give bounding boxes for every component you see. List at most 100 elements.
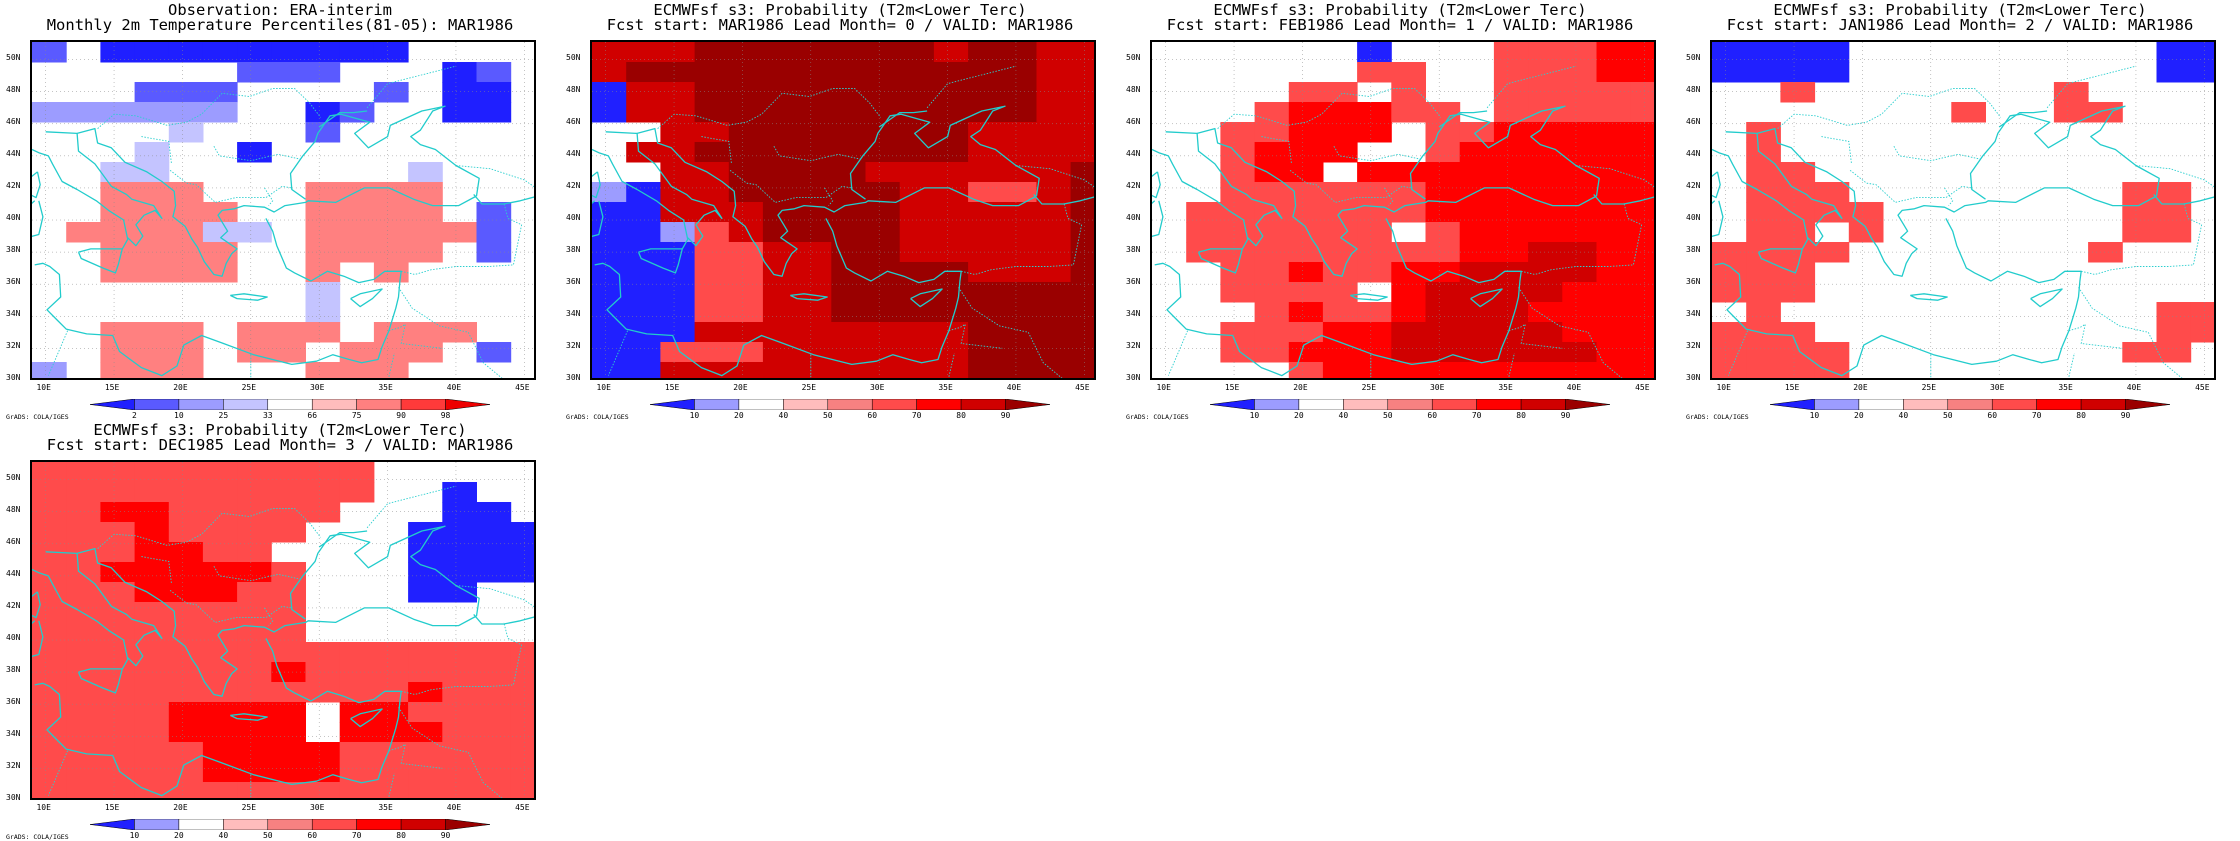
country-border — [1893, 145, 1981, 162]
grid-cell — [1459, 362, 1495, 378]
grid-cell — [168, 522, 204, 543]
grid-cell — [592, 202, 627, 223]
grid-cell — [271, 642, 306, 663]
lat-tick-label: 50N — [6, 52, 21, 62]
country-border — [1944, 187, 1954, 206]
grid-cell — [865, 122, 901, 143]
grid-cell — [237, 542, 272, 563]
grid-cell — [933, 262, 969, 283]
grid-cell — [1322, 342, 1358, 363]
grid-cell — [865, 82, 901, 103]
grid-cell — [202, 262, 238, 283]
grid-cell — [1746, 242, 1781, 263]
grid-cell — [202, 482, 238, 503]
lon-tick-label: 30E — [309, 383, 325, 392]
grid-cell — [305, 302, 341, 323]
grid-cell — [202, 522, 238, 543]
grid-cell — [442, 782, 477, 798]
grid-cell — [1562, 242, 1597, 263]
grid-cell — [1391, 302, 1426, 323]
forecast-panel-lead2: ECMWFsf s3: Probability (T2m<Lower Terc)… — [1680, 0, 2240, 421]
grid-cell — [373, 682, 409, 703]
grid-cell — [100, 542, 136, 563]
grid-cell — [933, 82, 969, 103]
grid-cell — [1596, 202, 1632, 223]
coastline — [473, 613, 534, 625]
grid-cell — [592, 62, 627, 83]
grid-cell — [202, 602, 238, 623]
panel-subtitle: Fcst start: JAN1986 Lead Month= 2 / VALI… — [1726, 16, 2194, 34]
grid-cell — [899, 142, 935, 163]
lat-tick-label: 40N — [6, 633, 21, 643]
grid-cell — [1357, 342, 1392, 363]
coastline — [790, 293, 828, 301]
grid-cell — [1036, 262, 1072, 283]
grid-cell — [1391, 182, 1426, 203]
grid-cell — [134, 722, 170, 743]
grid-cell — [1746, 182, 1781, 203]
grid-cell — [592, 282, 627, 303]
grid-cell — [1254, 222, 1290, 243]
grid-cell — [32, 362, 67, 378]
grid-cell — [1562, 322, 1597, 343]
colorbar-swatch — [2036, 399, 2082, 410]
grid-cell — [1220, 162, 1256, 183]
grid-cell — [831, 282, 866, 303]
grid-cell — [1254, 302, 1290, 323]
grid-cell — [1036, 62, 1072, 83]
colorbar-label: 60 — [1427, 411, 1438, 420]
grid-cell — [797, 302, 832, 323]
grid-cell — [408, 182, 443, 203]
coastline — [1196, 133, 1283, 247]
grid-cell — [168, 602, 204, 623]
lat-tick-label: 48N — [6, 504, 21, 514]
grid-cell — [1002, 222, 1037, 243]
grid-cell — [1493, 302, 1529, 323]
grid-cell — [933, 142, 969, 163]
lat-tick-label: 36N — [6, 277, 21, 287]
grid-cell — [1254, 162, 1290, 183]
grid-cell — [408, 242, 443, 263]
grid-cell — [476, 202, 512, 223]
grid-cell — [626, 62, 661, 83]
colorbar-swatch — [90, 819, 135, 830]
coastline — [1757, 248, 1803, 274]
grid-cell — [1391, 102, 1426, 123]
grid-cell — [408, 322, 443, 343]
grid-cell — [408, 342, 443, 363]
grid-cell — [476, 702, 512, 723]
grid-cell — [305, 642, 341, 663]
grid-cell — [728, 62, 764, 83]
grid-cell — [305, 42, 341, 63]
grid-cell — [1070, 342, 1094, 363]
grid-cell — [797, 222, 832, 243]
lat-tick-label: 32N — [1126, 341, 1141, 351]
grid-cell — [1220, 262, 1256, 283]
grid-cell — [134, 542, 170, 563]
lat-tick-label: 36N — [6, 697, 21, 707]
grid-cell — [2156, 62, 2192, 83]
grid-cell — [1070, 62, 1094, 83]
country-border — [1015, 165, 1094, 188]
grid-cell — [1391, 62, 1426, 83]
colorbar-swatch — [1431, 399, 1477, 410]
grid-cell — [968, 62, 1003, 83]
grid-cell — [168, 622, 204, 643]
lon-tick-label: 10E — [596, 383, 611, 392]
grid-cell — [1220, 242, 1256, 263]
coastline — [1712, 171, 1721, 199]
grid-cell — [1630, 322, 1654, 343]
grid-cell — [1254, 322, 1290, 343]
grid-cell — [1002, 342, 1037, 363]
grid-cell — [408, 562, 443, 583]
grid-cell — [1528, 142, 1563, 163]
colorbar-label: 50 — [822, 411, 833, 420]
grid-cell — [1746, 42, 1781, 63]
grid-cell — [168, 482, 204, 503]
grid-cell — [1254, 122, 1290, 143]
grid-cell — [373, 42, 409, 63]
grid-cell — [202, 582, 238, 603]
grid-cell — [1036, 302, 1072, 323]
grid-cell — [1780, 262, 1816, 283]
grid-cell — [66, 502, 101, 523]
